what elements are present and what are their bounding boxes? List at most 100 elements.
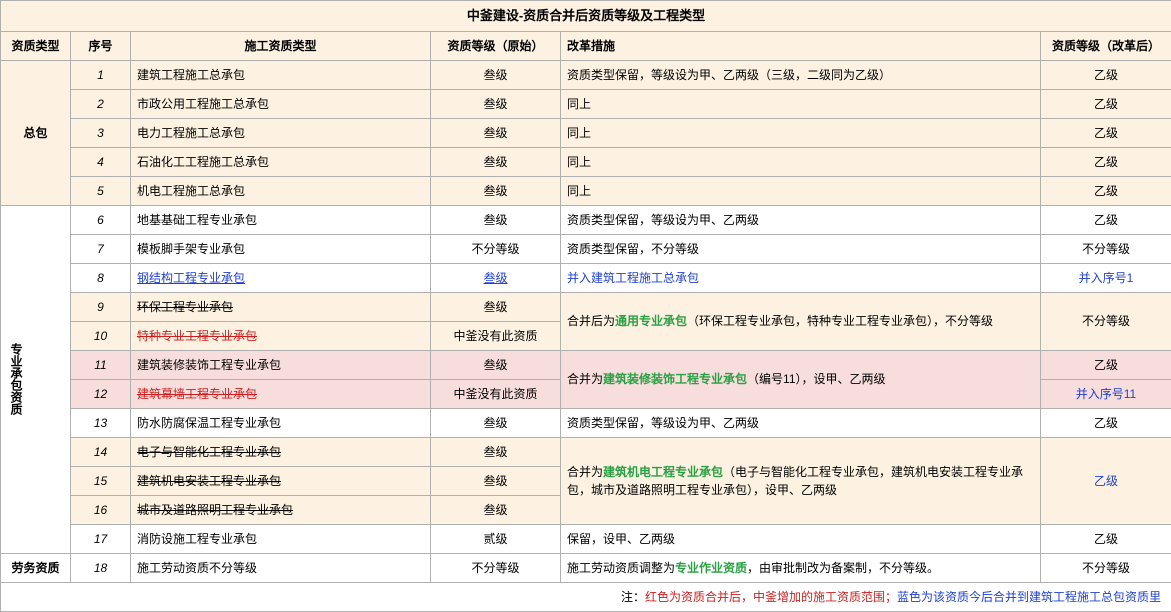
- after-level: 乙级: [1041, 408, 1171, 437]
- reform-text: 同上: [561, 118, 1041, 147]
- orig-level: 叁级: [431, 147, 561, 176]
- orig-level: 叁级: [431, 60, 561, 89]
- orig-level: 不分等级: [431, 553, 561, 582]
- reform-text: 施工劳动资质调整为专业作业资质，由审批制改为备案制，不分等级。: [561, 553, 1041, 582]
- qual-type: 石油化工工程施工总承包: [131, 147, 431, 176]
- col-header-reform: 改革措施: [561, 31, 1041, 60]
- row-index: 18: [71, 553, 131, 582]
- orig-level: 中釜没有此资质: [431, 379, 561, 408]
- orig-level: 叁级: [431, 408, 561, 437]
- reform-text: 同上: [561, 147, 1041, 176]
- reform-text: 同上: [561, 89, 1041, 118]
- row-index: 3: [71, 118, 131, 147]
- after-level: 乙级: [1041, 205, 1171, 234]
- table-row: 8 钢结构工程专业承包 叁级 并入建筑工程施工总承包 并入序号1: [1, 263, 1171, 292]
- row-index: 6: [71, 205, 131, 234]
- qual-type: 特种专业工程专业承包: [131, 321, 431, 350]
- orig-level: 叁级: [431, 118, 561, 147]
- table-row: 17 消防设施工程专业承包 贰级 保留，设甲、乙两级 乙级: [1, 524, 1171, 553]
- orig-level: 叁级: [431, 495, 561, 524]
- orig-level: 叁级: [431, 292, 561, 321]
- row-index: 14: [71, 437, 131, 466]
- reform-text: 保留，设甲、乙两级: [561, 524, 1041, 553]
- reform-text: 资质类型保留，等级设为甲、乙两级: [561, 408, 1041, 437]
- row-index: 5: [71, 176, 131, 205]
- qual-type: 地基基础工程专业承包: [131, 205, 431, 234]
- orig-level: 叁级: [431, 89, 561, 118]
- row-index: 10: [71, 321, 131, 350]
- qual-type: 模板脚手架专业承包: [131, 234, 431, 263]
- table-row: 9 环保工程专业承包 叁级 合并后为通用专业承包（环保工程专业承包，特种专业工程…: [1, 292, 1171, 321]
- reform-text: 同上: [561, 176, 1041, 205]
- after-level: 不分等级: [1041, 234, 1171, 263]
- after-level: 乙级: [1041, 89, 1171, 118]
- reform-text: 并入建筑工程施工总承包: [561, 263, 1041, 292]
- col-header-orig-level: 资质等级（原始）: [431, 31, 561, 60]
- group-label-zongbao: 总包: [1, 60, 71, 205]
- qual-type: 消防设施工程专业承包: [131, 524, 431, 553]
- after-level: 并入序号11: [1041, 379, 1171, 408]
- qual-type: 城市及道路照明工程专业承包: [131, 495, 431, 524]
- after-level: 乙级: [1041, 60, 1171, 89]
- reform-text-merged: 合并为建筑装修装饰工程专业承包（编号11），设甲、乙两级: [561, 350, 1041, 408]
- row-index: 7: [71, 234, 131, 263]
- qual-type: 机电工程施工总承包: [131, 176, 431, 205]
- table-row: 5 机电工程施工总承包 叁级 同上 乙级: [1, 176, 1171, 205]
- table-row: 11 建筑装修装饰工程专业承包 叁级 合并为建筑装修装饰工程专业承包（编号11）…: [1, 350, 1171, 379]
- qual-type: 电力工程施工总承包: [131, 118, 431, 147]
- qual-type: 建筑装修装饰工程专业承包: [131, 350, 431, 379]
- col-header-after-level: 资质等级（改革后）: [1041, 31, 1171, 60]
- qual-type: 环保工程专业承包: [131, 292, 431, 321]
- table-row: 总包 1 建筑工程施工总承包 叁级 资质类型保留，等级设为甲、乙两级（三级，二级…: [1, 60, 1171, 89]
- table-title: 中釜建设-资质合并后资质等级及工程类型: [1, 1, 1171, 32]
- row-index: 13: [71, 408, 131, 437]
- qual-type: 施工劳动资质不分等级: [131, 553, 431, 582]
- after-level: 乙级: [1041, 147, 1171, 176]
- group-label-zhuanye: 专业承包资质: [1, 205, 71, 553]
- col-header-qual-type: 施工资质类型: [131, 31, 431, 60]
- row-index: 12: [71, 379, 131, 408]
- qual-type: 建筑工程施工总承包: [131, 60, 431, 89]
- after-level: 并入序号1: [1041, 263, 1171, 292]
- qual-type: 建筑幕墙工程专业承包: [131, 379, 431, 408]
- table-row: 7 模板脚手架专业承包 不分等级 资质类型保留，不分等级 不分等级: [1, 234, 1171, 263]
- orig-level: 叁级: [431, 466, 561, 495]
- qual-type: 钢结构工程专业承包: [131, 263, 431, 292]
- row-index: 4: [71, 147, 131, 176]
- after-level: 乙级: [1041, 350, 1171, 379]
- after-level: 乙级: [1041, 437, 1171, 524]
- table-row: 专业承包资质 6 地基基础工程专业承包 叁级 资质类型保留，等级设为甲、乙两级 …: [1, 205, 1171, 234]
- table-row: 劳务资质 18 施工劳动资质不分等级 不分等级 施工劳动资质调整为专业作业资质，…: [1, 553, 1171, 582]
- table-row: 14 电子与智能化工程专业承包 叁级 合并为建筑机电工程专业承包（电子与智能化工…: [1, 437, 1171, 466]
- footnote-row: 注：红色为资质合并后，中釜增加的施工资质范围；蓝色为该资质今后合并到建筑工程施工…: [1, 582, 1171, 611]
- after-level: 乙级: [1041, 524, 1171, 553]
- reform-text: 资质类型保留，不分等级: [561, 234, 1041, 263]
- title-row: 中釜建设-资质合并后资质等级及工程类型: [1, 1, 1171, 32]
- after-level: 乙级: [1041, 118, 1171, 147]
- orig-level: 中釜没有此资质: [431, 321, 561, 350]
- qual-type: 防水防腐保温工程专业承包: [131, 408, 431, 437]
- orig-level: 贰级: [431, 524, 561, 553]
- row-index: 11: [71, 350, 131, 379]
- reform-text: 资质类型保留，等级设为甲、乙两级: [561, 205, 1041, 234]
- row-index: 16: [71, 495, 131, 524]
- table-row: 2 市政公用工程施工总承包 叁级 同上 乙级: [1, 89, 1171, 118]
- header-row: 资质类型 序号 施工资质类型 资质等级（原始） 改革措施 资质等级（改革后）: [1, 31, 1171, 60]
- orig-level: 叁级: [431, 437, 561, 466]
- group-label-laowu: 劳务资质: [1, 553, 71, 582]
- after-level: 乙级: [1041, 176, 1171, 205]
- table-row: 3 电力工程施工总承包 叁级 同上 乙级: [1, 118, 1171, 147]
- reform-text-merged: 合并为建筑机电工程专业承包（电子与智能化工程专业承包，建筑机电安装工程专业承包，…: [561, 437, 1041, 524]
- after-level: 不分等级: [1041, 292, 1171, 350]
- row-index: 2: [71, 89, 131, 118]
- table-row: 13 防水防腐保温工程专业承包 叁级 资质类型保留，等级设为甲、乙两级 乙级: [1, 408, 1171, 437]
- orig-level: 叁级: [431, 176, 561, 205]
- orig-level: 叁级: [431, 263, 561, 292]
- reform-text-merged: 合并后为通用专业承包（环保工程专业承包，特种专业工程专业承包），不分等级: [561, 292, 1041, 350]
- qual-type: 市政公用工程施工总承包: [131, 89, 431, 118]
- row-index: 8: [71, 263, 131, 292]
- col-header-index: 序号: [71, 31, 131, 60]
- row-index: 17: [71, 524, 131, 553]
- qual-type: 建筑机电安装工程专业承包: [131, 466, 431, 495]
- table-row: 4 石油化工工程施工总承包 叁级 同上 乙级: [1, 147, 1171, 176]
